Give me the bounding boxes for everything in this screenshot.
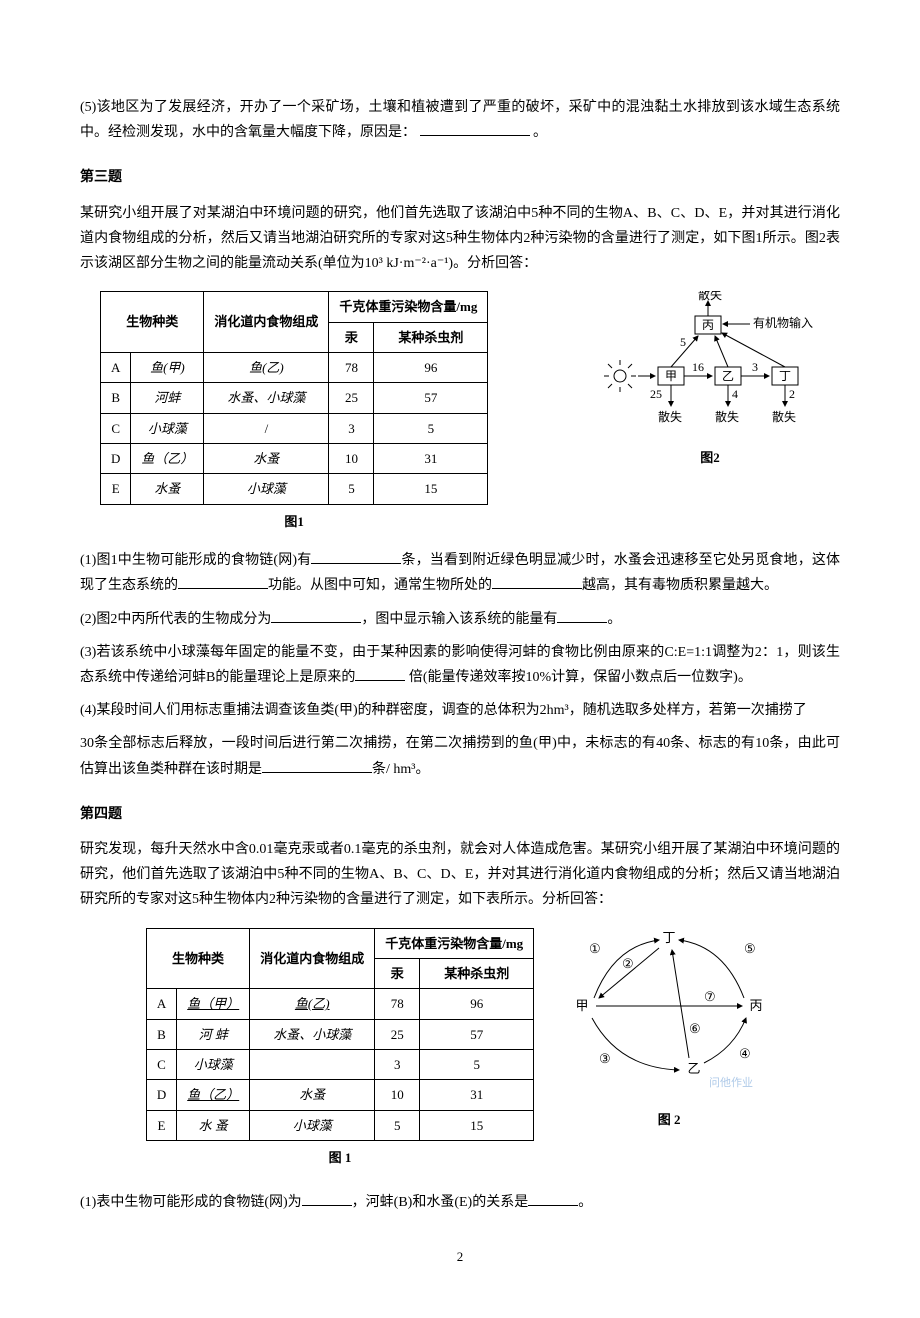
- blank: [557, 609, 607, 623]
- q4-table: 生物种类 消化道内食物组成 千克体重污染物含量/mg 汞某种杀虫剂 A鱼（甲）鱼…: [146, 928, 534, 1142]
- q3-p2: (2)图2中丙所代表的生物成分为，图中显示输入该系统的能量有。: [80, 607, 840, 632]
- svg-text:5: 5: [680, 335, 686, 349]
- svg-text:散失: 散失: [658, 409, 682, 424]
- q4-cycle-diagram: 丁 甲 丙 乙 ① ⑤ ③ ④ ② ⑦ ⑥ 问他作业: [564, 928, 774, 1103]
- th-pest: 某种杀虫剂: [374, 322, 488, 352]
- q4-fig1-caption: 图 1: [329, 1146, 352, 1169]
- th-hg: 汞: [329, 322, 374, 352]
- table-row: C小球藻35: [146, 1050, 533, 1080]
- blank: [262, 759, 372, 773]
- table-row: C小球藻/35: [101, 413, 488, 443]
- th-species: 生物种类: [101, 292, 204, 353]
- q2-p5-blank: [420, 122, 530, 136]
- svg-text:丁: 丁: [779, 369, 791, 383]
- blank: [492, 575, 582, 589]
- blank: [311, 550, 401, 564]
- svg-text:25: 25: [650, 387, 662, 401]
- q3-title: 第三题: [80, 165, 840, 190]
- q4-fig2-caption: 图 2: [658, 1108, 681, 1131]
- svg-text:乙: 乙: [688, 1061, 701, 1076]
- table-row: A鱼（甲）鱼(乙)7896: [146, 989, 533, 1019]
- svg-text:甲: 甲: [576, 998, 589, 1013]
- svg-text:甲: 甲: [665, 369, 677, 383]
- svg-text:散失: 散失: [772, 409, 796, 424]
- q2-p5: (5)该地区为了发展经济，开办了一个采矿场，土壤和植被遭到了严重的破坏，采矿中的…: [80, 95, 840, 145]
- q3-energy-diagram: 丙 散失 有机物输入 甲 乙 丁 16 3 5 25 散失 4 散失 2 散失: [600, 291, 820, 441]
- table-row: A鱼(甲)鱼(乙)7896: [101, 352, 488, 382]
- q3-fig2-caption: 图2: [700, 446, 720, 469]
- q4-intro: 研究发现，每升天然水中含0.01毫克汞或者0.1毫克的杀虫剂，就会对人体造成危害…: [80, 837, 840, 913]
- q3-fig1-caption: 图1: [284, 510, 304, 533]
- svg-text:问他作业: 问他作业: [709, 1076, 753, 1089]
- q3-figures: 生物种类 消化道内食物组成 千克体重污染物含量/mg 汞 某种杀虫剂 A鱼(甲)…: [80, 291, 840, 533]
- q4-figures: 生物种类 消化道内食物组成 千克体重污染物含量/mg 汞某种杀虫剂 A鱼（甲）鱼…: [80, 928, 840, 1170]
- q3-table: 生物种类 消化道内食物组成 千克体重污染物含量/mg 汞 某种杀虫剂 A鱼(甲)…: [100, 291, 488, 505]
- table-row: E水蚤小球藻515: [101, 474, 488, 504]
- svg-text:16: 16: [692, 360, 704, 374]
- table-row: B河 蚌水蚤、小球藻2557: [146, 1019, 533, 1049]
- svg-text:2: 2: [789, 387, 795, 401]
- table-row: B河蚌水蚤、小球藻2557: [101, 383, 488, 413]
- svg-text:⑤: ⑤: [744, 941, 756, 956]
- table-row: D鱼（乙）水蚤1031: [146, 1080, 533, 1110]
- q2-p5-end: 。: [533, 125, 547, 140]
- q4-fig1-block: 生物种类 消化道内食物组成 千克体重污染物含量/mg 汞某种杀虫剂 A鱼（甲）鱼…: [146, 928, 534, 1170]
- svg-text:丙: 丙: [702, 318, 714, 332]
- svg-text:丁: 丁: [663, 930, 676, 945]
- page-number: 2: [80, 1245, 840, 1268]
- svg-text:⑥: ⑥: [689, 1021, 701, 1036]
- svg-text:乙: 乙: [722, 369, 734, 383]
- blank: [528, 1192, 578, 1206]
- svg-text:有机物输入: 有机物输入: [753, 315, 813, 330]
- svg-text:①: ①: [589, 941, 601, 956]
- th-food: 消化道内食物组成: [204, 292, 329, 353]
- q3-p3: (3)若该系统中小球藻每年固定的能量不变，由于某种因素的影响使得河蚌的食物比例由…: [80, 640, 840, 690]
- svg-text:丙: 丙: [750, 998, 763, 1013]
- svg-text:③: ③: [599, 1051, 611, 1066]
- svg-text:3: 3: [752, 360, 758, 374]
- q3-fig2-block: 丙 散失 有机物输入 甲 乙 丁 16 3 5 25 散失 4 散失 2 散失: [600, 291, 820, 469]
- th-pollutant: 千克体重污染物含量/mg: [329, 292, 488, 322]
- svg-text:⑦: ⑦: [704, 989, 716, 1004]
- blank: [355, 667, 405, 681]
- svg-text:④: ④: [739, 1046, 751, 1061]
- q4-fig2-block: 丁 甲 丙 乙 ① ⑤ ③ ④ ② ⑦ ⑥ 问他作业 图 2: [564, 928, 774, 1131]
- q4-title: 第四题: [80, 802, 840, 827]
- q3-fig1-block: 生物种类 消化道内食物组成 千克体重污染物含量/mg 汞 某种杀虫剂 A鱼(甲)…: [100, 291, 488, 533]
- svg-text:4: 4: [732, 387, 738, 401]
- q3-p1: (1)图1中生物可能形成的食物链(网)有条，当看到附近绿色明显减少时，水蚤会迅速…: [80, 548, 840, 598]
- q3-p4a: (4)某段时间人们用标志重捕法调查该鱼类(甲)的种群密度，调查的总体积为2hm³…: [80, 698, 840, 723]
- svg-text:散失: 散失: [715, 409, 739, 424]
- svg-text:散失: 散失: [698, 291, 722, 302]
- blank: [178, 575, 268, 589]
- q3-intro: 某研究小组开展了对某湖泊中环境问题的研究，他们首先选取了该湖泊中5种不同的生物A…: [80, 201, 840, 277]
- blank: [302, 1192, 352, 1206]
- q4-p1: (1)表中生物可能形成的食物链(网)为，河蚌(B)和水蚤(E)的关系是。: [80, 1190, 840, 1215]
- q3-p4b: 30条全部标志后释放，一段时间后进行第二次捕捞，在第二次捕捞到的鱼(甲)中，未标…: [80, 731, 840, 781]
- table-row: E水 蚤小球藻515: [146, 1110, 533, 1140]
- blank: [271, 609, 361, 623]
- table-row: D鱼（乙）水蚤1031: [101, 444, 488, 474]
- svg-text:②: ②: [622, 956, 634, 971]
